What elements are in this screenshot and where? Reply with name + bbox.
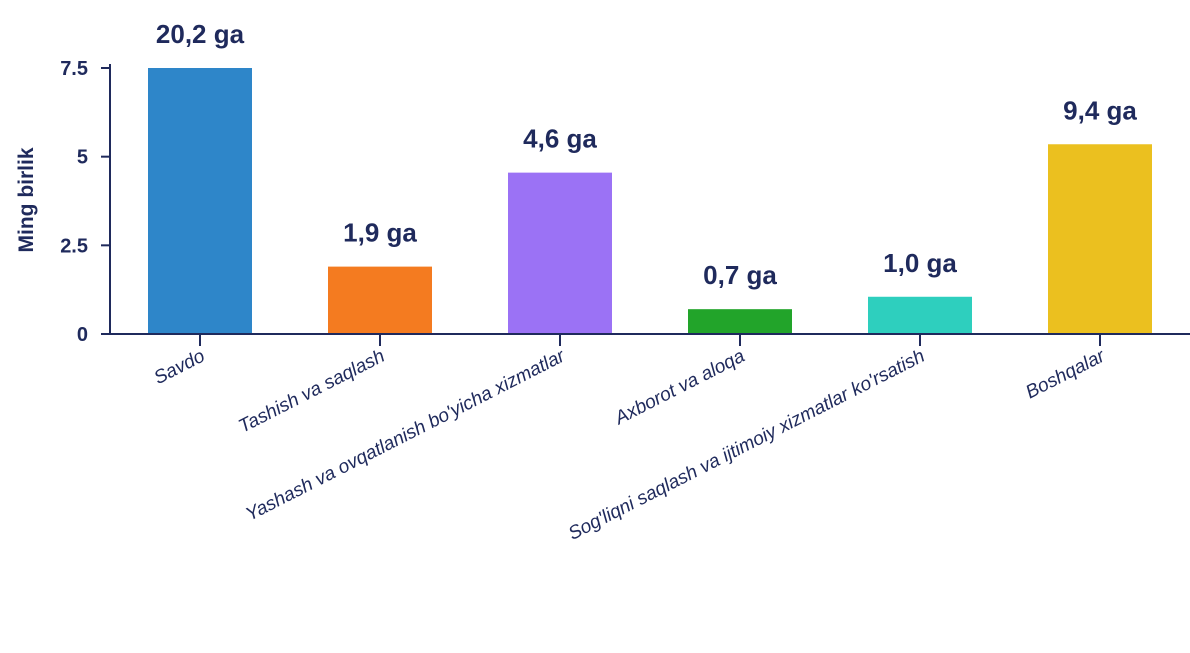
bar	[688, 309, 792, 334]
x-tick-label: Tashish va saqlash	[235, 346, 388, 438]
x-tick-label: Boshqalar	[1022, 345, 1108, 403]
bar	[508, 172, 612, 334]
bar	[868, 296, 972, 334]
y-axis: 0 2.5 5 7.5	[60, 58, 111, 346]
bar-data-label: 0,7 ga	[703, 260, 777, 290]
y-tick-label: 5	[77, 147, 88, 169]
bars-group	[148, 68, 1152, 334]
y-tick-label: 0	[77, 324, 88, 346]
y-tick-label: 7.5	[60, 58, 88, 80]
bar-data-label: 1,9 ga	[343, 218, 417, 248]
bar-data-label: 1,0 ga	[883, 248, 957, 278]
bar-data-label: 20,2 ga	[156, 19, 245, 49]
y-tick-label: 2.5	[60, 235, 88, 257]
data-labels-group: 20,2 ga 1,9 ga 4,6 ga 0,7 ga 1,0 ga 9,4 ga	[156, 19, 1137, 290]
x-tick-label: Axborot va aloqa	[611, 346, 748, 430]
x-tick-label: Sog'liqni saqlash va ijtimoiy xizmatlar …	[565, 346, 928, 545]
x-tick-label: Yashash va ovqatlanish bo'yicha xizmatla…	[242, 345, 568, 525]
bar	[328, 266, 432, 334]
bar-data-label: 9,4 ga	[1063, 95, 1137, 125]
bar-data-label: 4,6 ga	[523, 124, 597, 154]
y-axis-title: Ming birlik	[15, 147, 38, 252]
bar	[1048, 144, 1152, 334]
bar	[148, 68, 252, 334]
x-tick-label: Savdo	[151, 346, 209, 389]
